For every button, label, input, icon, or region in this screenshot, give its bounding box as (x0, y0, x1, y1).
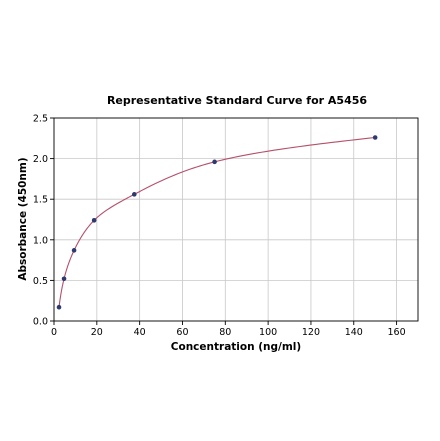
x-tick-label: 20 (91, 327, 103, 338)
y-tick-label: 2.0 (33, 154, 48, 165)
plot-frame (53, 117, 419, 322)
y-tick-label: 1.0 (33, 235, 48, 246)
data-point (212, 159, 217, 165)
data-point (56, 304, 62, 310)
data-points (56, 135, 378, 310)
data-point (71, 248, 77, 253)
data-point (372, 135, 378, 140)
fit-curve-line (58, 136, 376, 308)
y-tick-label: 1.5 (33, 195, 48, 206)
y-tick-label: 0.5 (33, 276, 48, 287)
x-tick-label: 60 (176, 327, 188, 338)
x-tick-label: 80 (219, 327, 231, 338)
y-tick-label: 2.5 (33, 114, 48, 125)
x-tick-label: 160 (388, 327, 406, 338)
y-tick-label: 0.0 (33, 317, 48, 328)
x-tick-label: 120 (302, 327, 320, 338)
x-tick-label: 100 (259, 327, 277, 338)
y-axis-ticks: 0.0 0.5 1.0 1.5 2.0 2.5 (33, 114, 54, 328)
x-axis-ticks: 0 20 40 60 80 100 120 140 160 (51, 321, 406, 338)
x-tick-label: 0 (51, 327, 57, 338)
x-tick-label: 40 (134, 327, 146, 338)
y-axis-label: Absorbance (450nm) (17, 157, 29, 280)
data-point (131, 192, 137, 197)
x-tick-label: 140 (345, 327, 363, 338)
chart-title: Representative Standard Curve for A5456 (107, 94, 367, 107)
x-axis-label: Concentration (ng/ml) (171, 341, 301, 353)
data-point (91, 218, 97, 223)
grid-lines (53, 117, 418, 322)
data-point (61, 276, 67, 282)
